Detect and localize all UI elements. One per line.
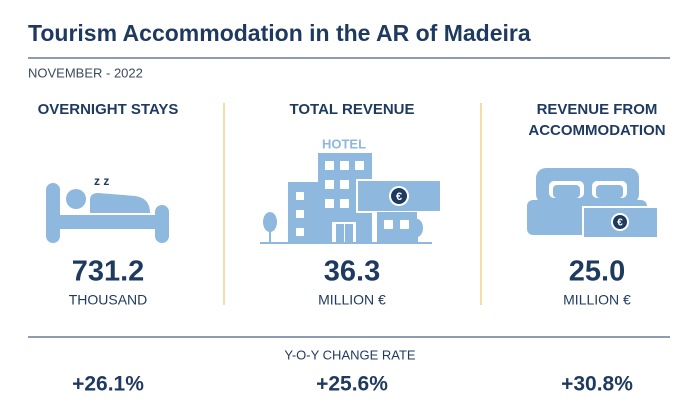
title: Tourism Accommodation in the AR of Madei… (28, 20, 531, 46)
indicator-unit: THOUSAND (69, 292, 148, 308)
icon-text: HOTEL (322, 136, 366, 151)
icon-text: € (396, 191, 402, 203)
hotel-icon: HOTEL € (260, 136, 442, 244)
indicator-value: 36.3 (324, 256, 380, 288)
indicator-unit: MILLION € (318, 292, 386, 308)
icon-text: € (617, 218, 623, 229)
indicator-label: OVERNIGHT STAYS (38, 101, 179, 118)
bed-icon: z z (46, 174, 169, 243)
indicator-label: TOTAL REVENUE (289, 101, 414, 118)
change-value: +30.8% (561, 373, 633, 396)
indicator-label: REVENUE FROM ACCOMMODATION (528, 101, 665, 139)
icon-text: z z (94, 174, 109, 188)
change-heading: Y-O-Y CHANGE RATE (284, 347, 416, 362)
indicator-value: 731.2 (72, 256, 145, 288)
accommodation-icon: € (527, 168, 659, 239)
subtitle: NOVEMBER - 2022 (28, 65, 143, 80)
change-value: +26.1% (72, 373, 144, 396)
indicator-unit: MILLION € (563, 292, 631, 308)
indicator-value: 25.0 (569, 256, 625, 288)
change-value: +25.6% (316, 373, 388, 396)
